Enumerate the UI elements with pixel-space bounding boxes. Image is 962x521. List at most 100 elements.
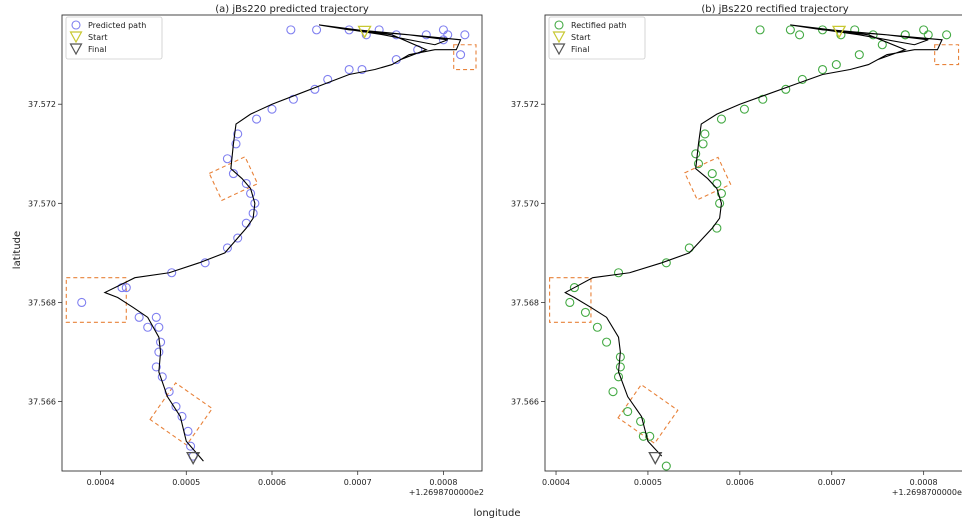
- x-tick-label: 0.0004: [542, 478, 570, 487]
- path-point: [693, 159, 704, 169]
- path-point: [569, 283, 579, 293]
- path-point: [817, 64, 828, 75]
- shared-ylabel: latitude: [12, 231, 23, 269]
- y-tick-label: 37.568: [28, 298, 56, 307]
- path-point: [623, 406, 633, 417]
- path-point: [154, 347, 164, 357]
- path-point: [716, 114, 727, 124]
- legend-label: Final: [88, 45, 106, 54]
- path-point: [241, 178, 251, 189]
- path-point: [592, 322, 602, 332]
- y-tick-label: 37.572: [511, 100, 539, 109]
- path-line: [564, 24, 943, 457]
- chart-title: (b) jBs220 rectified trajectory: [701, 4, 848, 15]
- legend-box: [548, 16, 646, 60]
- path-point: [228, 169, 238, 179]
- path-point: [460, 30, 470, 40]
- path-point: [252, 114, 262, 124]
- y-tick-label: 37.566: [28, 398, 56, 407]
- path-point: [156, 337, 166, 347]
- panel-b: (b) jBs220 rectified trajectory 0.0004 0.0…: [511, 4, 962, 497]
- path-point: [691, 149, 701, 159]
- path-point: [154, 322, 164, 332]
- highlight-box: [683, 156, 732, 201]
- start-marker: [831, 25, 847, 39]
- x-tick-label: 0.0005: [172, 478, 200, 487]
- x-offset-label: +1.2698700000e2: [892, 488, 962, 497]
- legend-label: Start: [88, 33, 108, 42]
- legend-marker: [69, 31, 83, 44]
- x-tick-label: 0.0004: [87, 478, 115, 487]
- path-point: [186, 441, 196, 451]
- x-tick-label: 0.0008: [910, 478, 938, 487]
- y-tick-label: 37.566: [511, 398, 539, 407]
- x-tick-label: 0.0007: [818, 478, 846, 487]
- legend-marker: [552, 31, 566, 44]
- path-point: [755, 25, 765, 35]
- path-point: [77, 297, 87, 308]
- path-point: [344, 64, 354, 75]
- y-tick-label: 37.570: [511, 199, 539, 208]
- path-point: [580, 307, 590, 317]
- path-point: [739, 104, 749, 114]
- path-point: [797, 74, 807, 84]
- path-point: [707, 169, 717, 179]
- path-point: [151, 312, 161, 322]
- legend: Rectified path Start Final: [548, 16, 646, 60]
- x-tick-label: 0.0007: [344, 478, 372, 487]
- path-point: [785, 25, 795, 35]
- path-point: [795, 30, 805, 40]
- path-point: [661, 461, 671, 471]
- path-point: [700, 129, 710, 139]
- path-point: [233, 233, 243, 243]
- path-point: [698, 139, 708, 149]
- highlight-box: [453, 44, 477, 71]
- axes-frame: [61, 14, 483, 472]
- chart-title: (a) jBs220 predicted trajectory: [215, 4, 369, 15]
- y-tick-label: 37.568: [511, 298, 539, 307]
- plot-area: [549, 24, 960, 471]
- final-marker: [186, 451, 201, 465]
- path-point: [267, 104, 277, 114]
- axes-frame: [544, 14, 962, 472]
- path-point: [615, 362, 625, 372]
- path-point: [715, 198, 725, 208]
- path-point: [712, 178, 722, 189]
- legend: Predicted path Start Final: [65, 16, 163, 60]
- path-point: [565, 297, 575, 308]
- path-point: [758, 94, 768, 104]
- path-point: [177, 411, 187, 422]
- path-point: [357, 64, 367, 75]
- path-point: [645, 431, 655, 441]
- path-point: [421, 30, 431, 40]
- highlight-box: [208, 156, 259, 202]
- path-point: [143, 322, 153, 332]
- x-tick-label: 0.0006: [258, 478, 286, 487]
- path-point: [134, 312, 144, 322]
- path-point: [854, 50, 864, 60]
- path-point: [443, 30, 453, 40]
- path-point: [613, 268, 624, 278]
- path-point: [231, 139, 241, 149]
- legend-marker: [552, 43, 566, 56]
- plot-area: [65, 24, 477, 465]
- legend-marker: [69, 43, 83, 56]
- path-point: [222, 154, 232, 164]
- path-point: [638, 431, 648, 441]
- legend-label: Rectified path: [571, 21, 627, 30]
- path-point: [286, 25, 296, 35]
- path-line: [103, 24, 462, 462]
- path-point: [608, 387, 618, 397]
- legend-marker: [71, 20, 81, 30]
- path-point: [288, 94, 298, 104]
- shared-xlabel: longitude: [473, 508, 520, 519]
- highlight-box: [65, 277, 127, 323]
- path-point: [323, 74, 333, 84]
- path-point: [151, 362, 161, 372]
- start-marker: [357, 25, 372, 39]
- x-tick-label: 0.0005: [634, 478, 662, 487]
- legend-box: [65, 16, 163, 60]
- x-offset-label: +1.2698700000e2: [409, 488, 484, 497]
- x-tick-label: 0.0006: [726, 478, 754, 487]
